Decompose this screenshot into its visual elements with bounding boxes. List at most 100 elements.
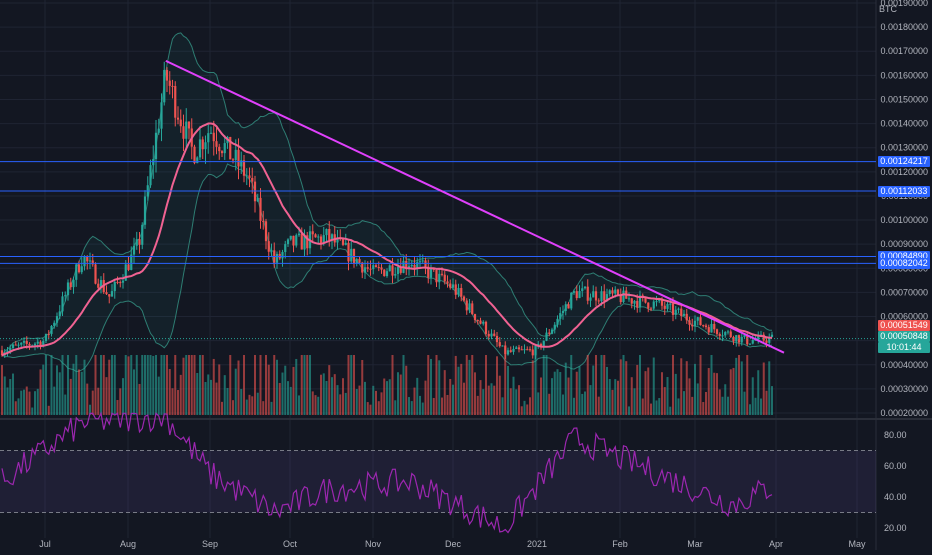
candle-body bbox=[713, 323, 716, 330]
candle-body bbox=[429, 268, 433, 278]
volume-bar bbox=[655, 400, 658, 415]
candle-body bbox=[319, 236, 323, 244]
volume-bar bbox=[573, 397, 575, 415]
candle-body bbox=[231, 159, 235, 161]
volume-bar bbox=[259, 355, 262, 415]
candle-body bbox=[633, 300, 636, 304]
candle-body bbox=[220, 151, 224, 154]
volume-bar bbox=[138, 383, 141, 415]
candle-body bbox=[462, 296, 466, 301]
candle-body bbox=[124, 264, 127, 281]
level-price-tag: 0.00082042 bbox=[878, 257, 930, 269]
candle-body bbox=[86, 256, 89, 262]
price-axis-label: 0.00100000 bbox=[880, 215, 928, 225]
time-axis-label: 2021 bbox=[527, 539, 547, 549]
candle-body bbox=[669, 303, 672, 305]
volume-bar bbox=[468, 359, 471, 415]
volume-bar bbox=[762, 362, 765, 415]
candle-body bbox=[564, 304, 567, 311]
volume-bar bbox=[289, 386, 292, 415]
volume-bar bbox=[564, 362, 567, 415]
volume-bar bbox=[366, 402, 369, 415]
volume-bar bbox=[157, 376, 160, 415]
candle-body bbox=[267, 241, 270, 252]
volume-bar bbox=[485, 355, 487, 415]
volume-bar bbox=[611, 389, 614, 415]
candle-body bbox=[237, 149, 240, 167]
volume-bar bbox=[474, 372, 476, 415]
volume-bar bbox=[652, 357, 655, 415]
candle-body bbox=[94, 264, 97, 284]
candle-body bbox=[17, 344, 20, 346]
price-axis-label: 0.00140000 bbox=[880, 119, 928, 129]
volume-bar bbox=[666, 377, 669, 415]
volume-bar bbox=[702, 402, 705, 415]
volume-bar bbox=[449, 378, 452, 415]
volume-bar bbox=[190, 355, 193, 415]
volume-bar bbox=[705, 391, 707, 415]
candle-body bbox=[559, 313, 562, 319]
volume-bar bbox=[45, 355, 47, 415]
time-axis-label: Sep bbox=[202, 539, 218, 549]
price-axis-label: 0.00150000 bbox=[880, 94, 928, 104]
candle-body bbox=[97, 283, 100, 288]
candle-body bbox=[674, 309, 677, 315]
candle-body bbox=[242, 160, 246, 176]
volume-bar bbox=[256, 392, 259, 415]
volume-bar bbox=[9, 379, 12, 415]
volume-bar bbox=[174, 355, 177, 415]
trendline[interactable] bbox=[165, 59, 785, 354]
candle-body bbox=[410, 264, 413, 267]
candle-body bbox=[377, 267, 380, 269]
volume-bar bbox=[452, 384, 454, 415]
volume-bar bbox=[215, 382, 218, 415]
volume-bar bbox=[586, 355, 589, 415]
volume-bar bbox=[34, 391, 36, 415]
candle-body bbox=[201, 139, 204, 150]
volume-bar bbox=[254, 355, 256, 415]
candle-body bbox=[526, 349, 529, 351]
horizontal-levels[interactable] bbox=[0, 161, 876, 264]
volume-bar bbox=[336, 385, 339, 415]
candle-body bbox=[487, 333, 490, 337]
rsi-axis-label: 60.00 bbox=[884, 461, 907, 471]
volume-bar bbox=[320, 374, 322, 415]
candle-body bbox=[44, 333, 48, 341]
candle-body bbox=[484, 321, 488, 334]
candle-body bbox=[132, 245, 136, 255]
volume-bar bbox=[375, 390, 377, 415]
volume-bar bbox=[435, 355, 438, 415]
time-axis-label: Dec bbox=[445, 539, 462, 549]
volume-bar bbox=[61, 355, 64, 415]
candle-body bbox=[168, 80, 171, 86]
candle-body bbox=[143, 196, 147, 225]
candle-body bbox=[61, 296, 64, 312]
candle-body bbox=[135, 239, 138, 246]
candle-body bbox=[234, 149, 237, 161]
volume-bar bbox=[540, 377, 542, 415]
volume-bar bbox=[127, 356, 130, 415]
candle-body bbox=[88, 260, 92, 262]
volume-bar bbox=[36, 388, 39, 415]
candle-body bbox=[413, 264, 416, 268]
volume-bar bbox=[628, 406, 630, 415]
volume-bar bbox=[12, 373, 14, 415]
volume-bar bbox=[353, 355, 355, 415]
candle-body bbox=[567, 304, 570, 309]
candle-body bbox=[396, 266, 400, 275]
volume-bar bbox=[86, 383, 89, 415]
volume-bar bbox=[746, 355, 749, 415]
moving-average-line bbox=[1, 122, 773, 357]
candle-body bbox=[25, 340, 28, 344]
volume-bar bbox=[328, 365, 331, 415]
candle-body bbox=[647, 302, 650, 309]
volume-bar bbox=[240, 389, 243, 415]
candle-body bbox=[344, 242, 347, 245]
volume-bar bbox=[509, 388, 512, 415]
candle-body bbox=[523, 349, 526, 351]
volume-bar bbox=[520, 406, 523, 415]
volume-bar bbox=[339, 394, 342, 415]
volume-bar bbox=[661, 372, 663, 415]
